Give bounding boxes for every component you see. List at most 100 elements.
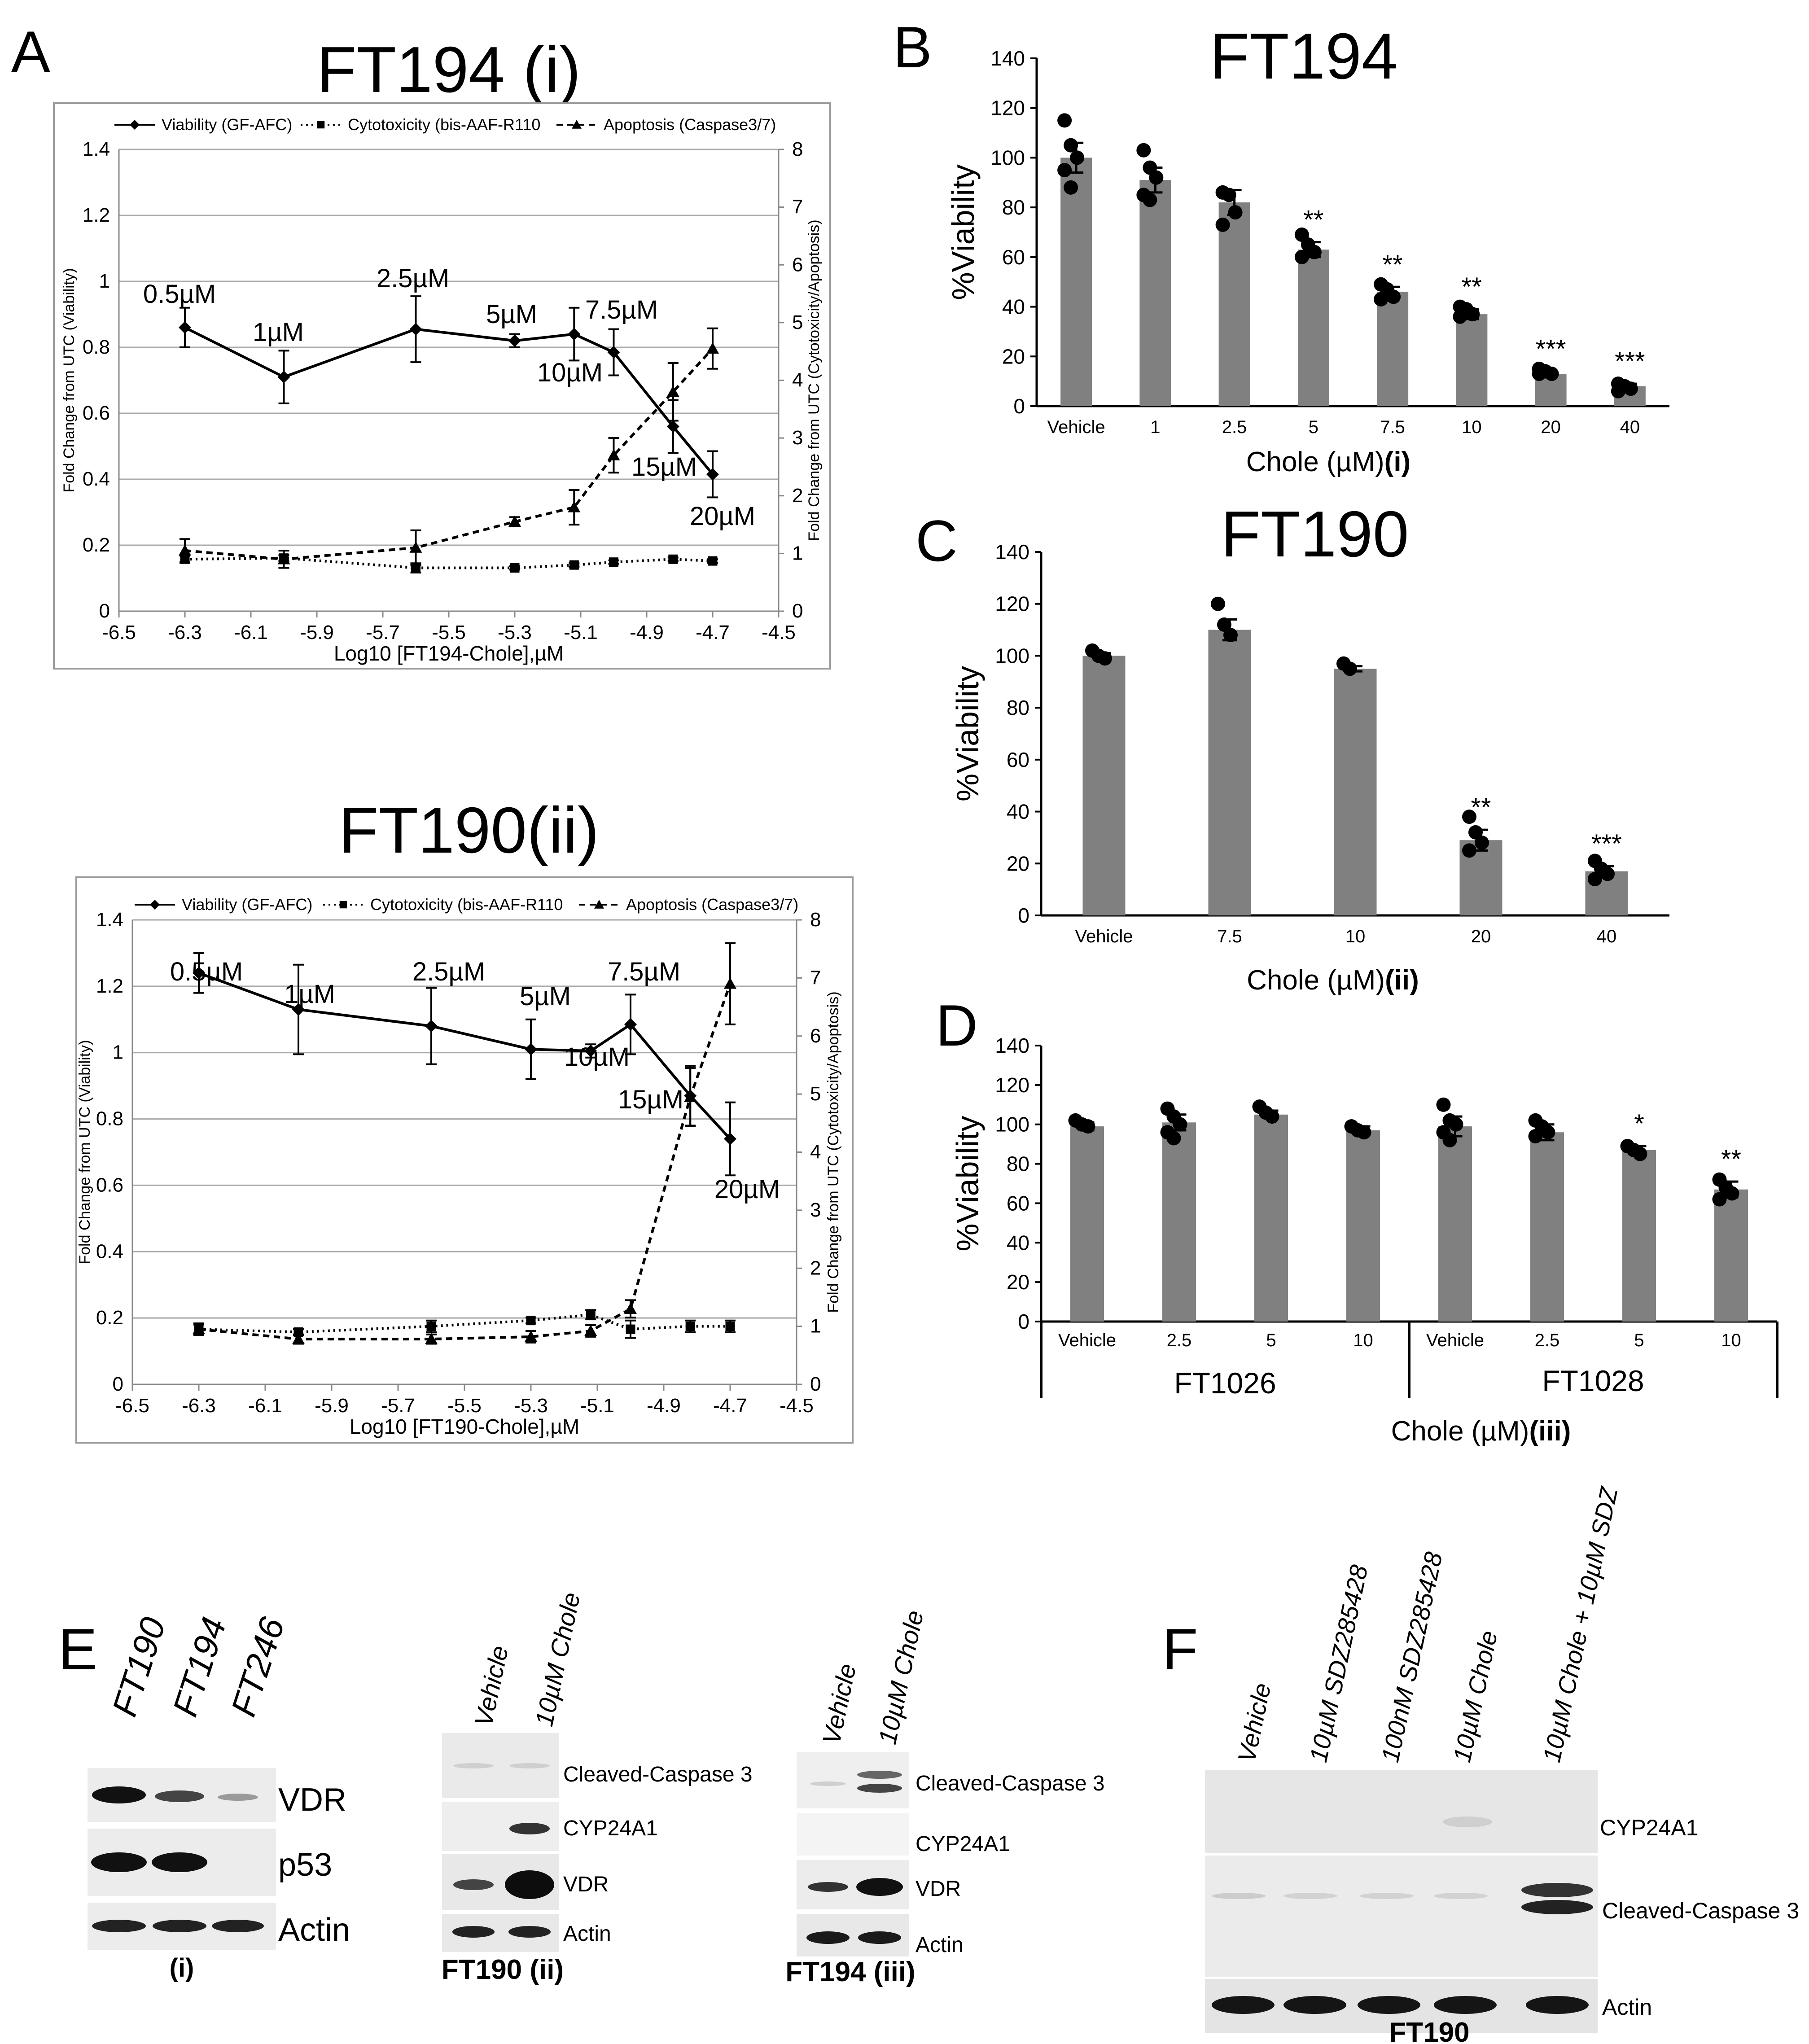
lane-label: 10µM SDZ285428 [1304, 1562, 1373, 1764]
y-tick-label-right: 4 [810, 1141, 821, 1163]
y-tick-label-right: 8 [810, 909, 821, 931]
y-tick-label-left: 1 [99, 270, 110, 292]
y-tick-label-left: 1 [113, 1042, 123, 1064]
concentration-label: 2.5µM [412, 957, 485, 986]
x-tick-label: -6.1 [234, 622, 268, 643]
series-line-1 [198, 1313, 730, 1334]
data-point [179, 321, 191, 334]
replicate-point [1149, 170, 1164, 185]
replicate-point [1211, 596, 1225, 611]
chart-c-title: FT190 [1221, 498, 1409, 570]
data-point [624, 1302, 637, 1314]
replicate-point [1223, 628, 1238, 643]
y-tick-label: 80 [1007, 696, 1029, 719]
bar-chart-ft190: 0 20 40 60 80 100 120 140 %Viability Vehicle 7.5 10… [950, 540, 1669, 996]
category-label: Vehicle [1426, 1331, 1484, 1350]
x-axis-label-text: Chole (µM) [1247, 965, 1385, 996]
band-label: VDR [278, 1782, 346, 1818]
legend-label: Apoptosis (Caspase3/7) [604, 115, 776, 134]
y-tick-label-right: 7 [792, 196, 803, 218]
y-axis-label: %Viability [950, 666, 985, 801]
band-label: CYP24A1 [1600, 1815, 1699, 1840]
y-tick-label-right: 1 [810, 1315, 821, 1337]
western-blot-e-iii: Vehicle 10µM Chole Cleaved-Caspase 3 CYP… [785, 1608, 1104, 1987]
band [1212, 1996, 1275, 2014]
replicate-point [1462, 810, 1476, 824]
y-tick-label: 100 [995, 644, 1029, 667]
data-point [607, 449, 620, 460]
line-chart-ft190: 0 0.2 0.4 0.6 0.8 1 1.2 1.4 0 1 2 3 4 5 6 7 8 -6.5 -6.3 -6.… [75, 876, 854, 1444]
replicate-point [1070, 150, 1085, 165]
category-label: 5 [1266, 1331, 1276, 1350]
data-point [510, 563, 520, 573]
y-tick-label-left: 0 [113, 1373, 123, 1395]
band [1360, 1893, 1414, 1899]
data-point [584, 1045, 597, 1058]
x-tick-label: -5.9 [300, 622, 334, 643]
concentration-label: 1µM [253, 318, 304, 347]
y-tick-label: 60 [1007, 1191, 1029, 1215]
y-tick-label: 60 [1002, 245, 1025, 269]
x-tick-label: -4.5 [762, 622, 796, 643]
y-tick-label: 20 [1002, 345, 1025, 368]
concentration-label: 15µM [618, 1085, 683, 1114]
concentration-label: 10µM [564, 1042, 630, 1072]
data-point [594, 900, 604, 909]
y-tick-label: 0 [1018, 1310, 1029, 1333]
replicate-point [1386, 289, 1401, 304]
lane-label: Vehicle [817, 1661, 861, 1747]
y-tick-label-right: 6 [810, 1025, 821, 1047]
data-point [150, 900, 160, 910]
y-tick-label-right: 4 [792, 369, 803, 391]
replicate-point [1611, 384, 1625, 398]
y-tick-label-left: 0.4 [96, 1240, 123, 1262]
y-tick-label-right: 2 [792, 485, 803, 507]
y-tick-label: 140 [995, 1034, 1029, 1057]
western-blot-e-ii: Vehicle 10µM Chole Cleaved-Caspase 3 CYP… [442, 1590, 753, 1985]
replicate-point [1343, 661, 1357, 676]
data-point [339, 901, 347, 909]
band [218, 1794, 258, 1801]
replicate-point [1623, 381, 1638, 396]
significance-marker: * [1634, 1109, 1644, 1138]
x-axis-label: Chole (µM)(i) [1246, 446, 1410, 477]
data-point [292, 1333, 305, 1344]
band [509, 1823, 550, 1834]
concentration-label: 2.5µM [377, 264, 449, 293]
concentration-label: 5µM [486, 300, 537, 329]
x-tick-label: -5.5 [432, 622, 466, 643]
significance-marker: ** [1721, 1145, 1741, 1174]
y-tick-label-left: 0.6 [83, 402, 110, 424]
replicate-point [1081, 1119, 1095, 1134]
data-point [508, 515, 521, 527]
significance-marker: ** [1462, 272, 1482, 302]
data-point [666, 420, 679, 433]
band-label: Cleaved-Caspase 3 [563, 1763, 753, 1786]
bar [1456, 314, 1488, 406]
data-point [668, 554, 678, 564]
band [91, 1852, 147, 1872]
x-tick-label: -4.7 [696, 622, 730, 643]
band-label: CYP24A1 [915, 1832, 1010, 1856]
x-tick-label: -5.9 [315, 1395, 349, 1417]
category-label: 2.5 [1535, 1331, 1560, 1350]
bar [1254, 1114, 1288, 1322]
data-point [525, 1043, 537, 1056]
band [1521, 1900, 1593, 1914]
replicate-point [1215, 217, 1230, 232]
x-tick-label: -4.5 [780, 1395, 814, 1417]
data-point [626, 1324, 635, 1334]
replicate-point [1357, 1125, 1371, 1140]
band [92, 1786, 146, 1803]
data-point [568, 501, 581, 512]
y-tick-label-left: 0.8 [83, 336, 110, 358]
significance-marker: *** [1615, 347, 1645, 376]
category-label: 40 [1597, 927, 1617, 946]
panel-letter-c: C [915, 508, 958, 573]
replicate-point [1436, 1097, 1451, 1112]
blot-caption-name: FT190 [442, 1954, 522, 1985]
concentration-label: 7.5µM [608, 957, 680, 986]
blot-strip [1205, 1856, 1598, 1977]
x-tick-label: -5.3 [498, 622, 532, 643]
band-label: CYP24A1 [563, 1816, 658, 1840]
